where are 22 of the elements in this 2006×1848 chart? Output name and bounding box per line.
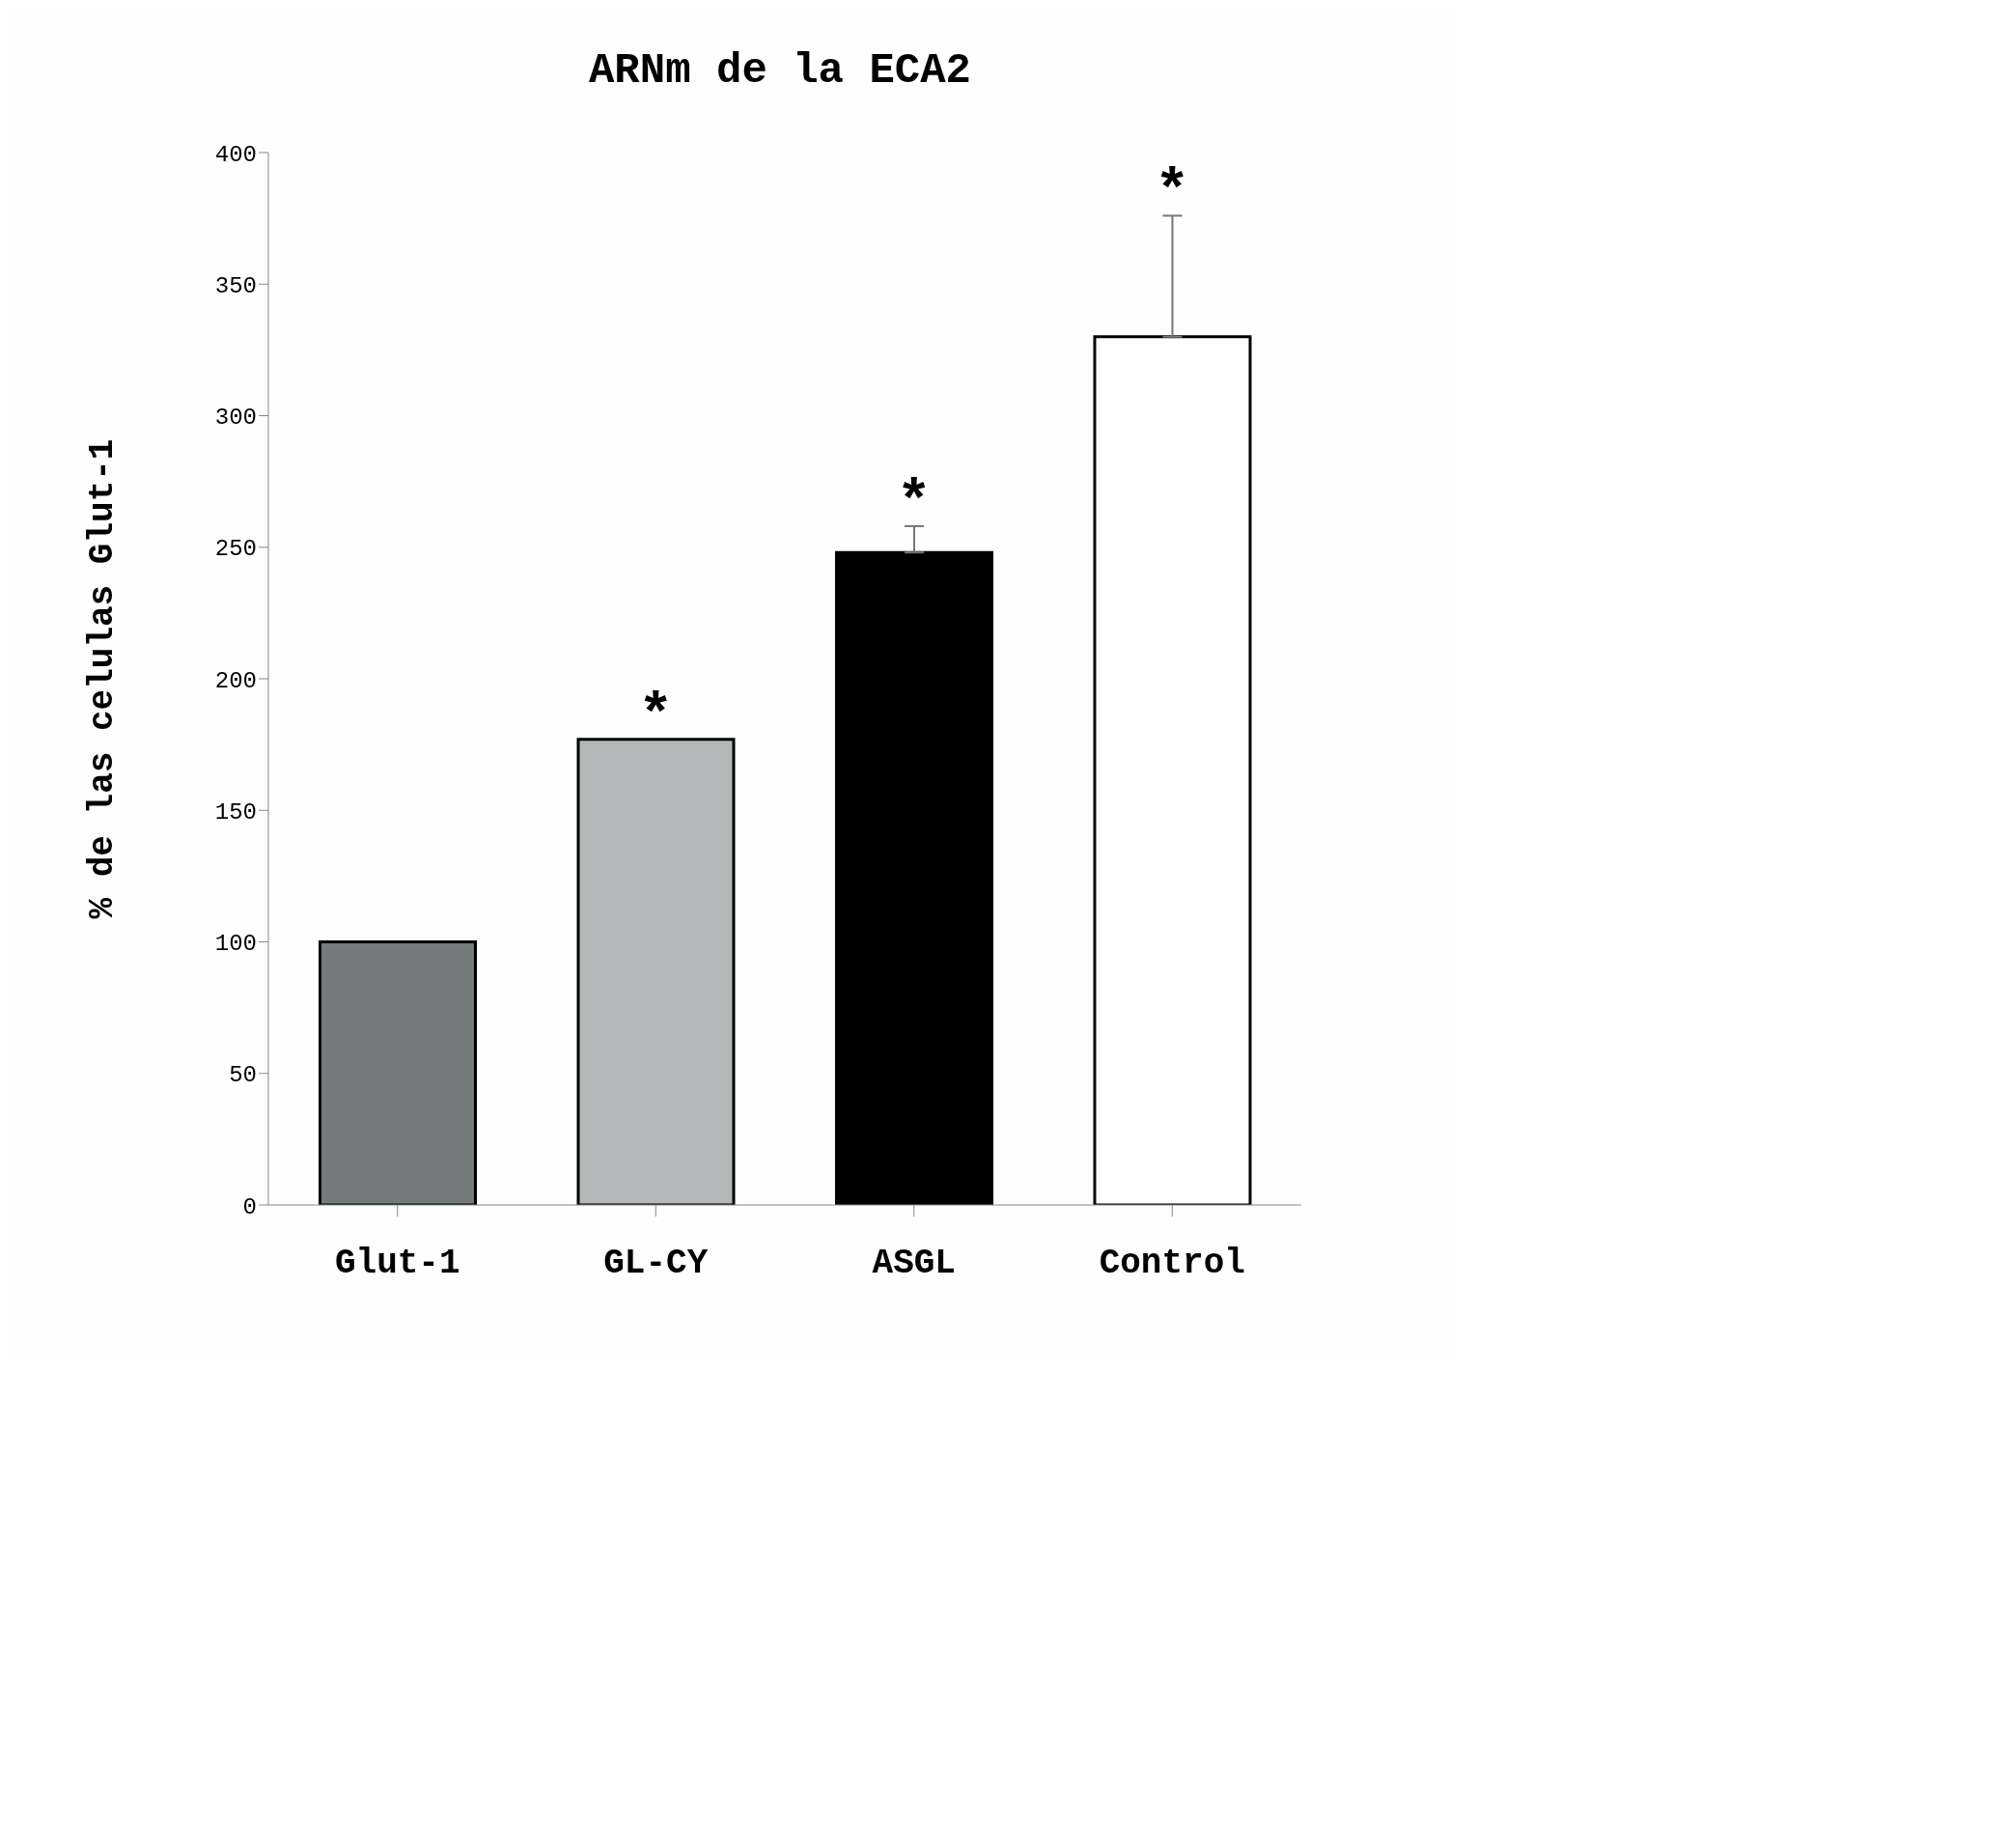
chart-title: ARNm de la ECA2 <box>587 45 973 95</box>
x-tick-label: Glut-1 <box>334 1243 460 1283</box>
x-tick-label: Control <box>1099 1243 1245 1283</box>
y-tick-label: 50 <box>229 1062 257 1089</box>
annotation: * <box>896 469 932 536</box>
y-tick-label: 100 <box>214 931 257 958</box>
bar <box>576 738 736 1205</box>
bar <box>1093 335 1252 1205</box>
bar <box>835 550 993 1205</box>
annotation: * <box>1155 159 1190 226</box>
y-axis-title: % de las celulas Glut-1 <box>82 438 123 919</box>
y-tick-label: 300 <box>214 405 257 432</box>
y-tick-label: 250 <box>214 536 257 563</box>
y-tick-label: 400 <box>214 141 257 168</box>
bar <box>319 940 477 1205</box>
y-tick-label: 150 <box>214 798 257 826</box>
x-tick-label: GL-CY <box>603 1243 709 1283</box>
annotation: * <box>638 683 674 749</box>
y-tick-label: 200 <box>214 667 257 694</box>
y-tick-label: 0 <box>242 1193 257 1220</box>
y-tick-label: 350 <box>214 272 257 299</box>
x-tick-label: ASGL <box>872 1243 956 1283</box>
